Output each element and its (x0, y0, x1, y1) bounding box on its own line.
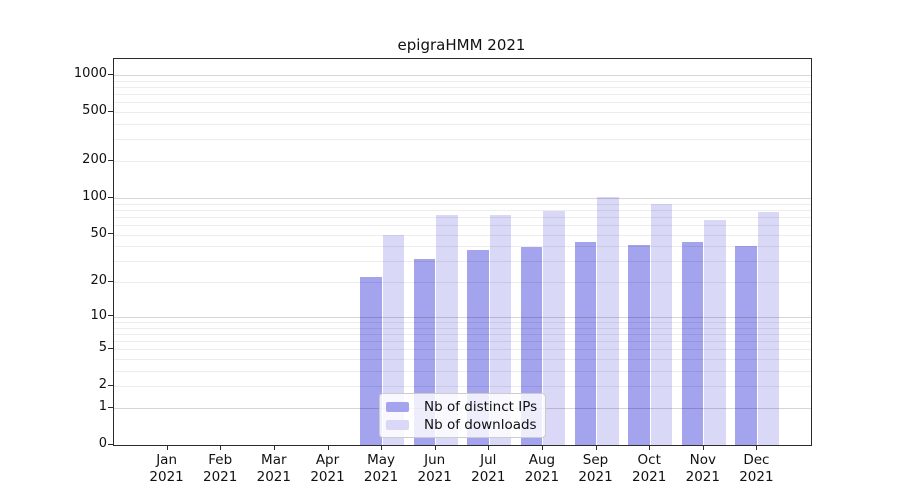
legend-label-downloads: Nb of downloads (424, 416, 537, 433)
x-tick-label-nov: Nov 2021 (685, 452, 720, 485)
x-tick-label-sep: Sep 2021 (578, 452, 613, 485)
legend-entry-downloads: Nb of downloads (386, 416, 537, 433)
gridline-6 (114, 341, 811, 342)
gridline-200 (114, 161, 811, 163)
x-tick-label-dec: Dec 2021 (739, 452, 774, 485)
bar-sep-2021-downloads (597, 197, 619, 445)
bar-nov-2021-downloads (704, 219, 726, 445)
chart-title: epigraHMM 2021 (397, 36, 526, 54)
gridline-9 (114, 321, 811, 323)
x-tick-label-oct: Oct 2021 (632, 452, 667, 485)
gridline-80 (114, 209, 811, 211)
major-gridline-10 (114, 316, 811, 318)
x-tick-label-apr: Apr 2021 (310, 452, 345, 485)
gridline-90 (114, 203, 811, 205)
x-tick-label-may: May 2021 (363, 452, 399, 485)
legend-entry-distinct-ips: Nb of distinct IPs (386, 398, 537, 415)
gridline-900 (114, 80, 811, 82)
gridline-500 (114, 112, 811, 114)
gridline-40 (114, 246, 811, 248)
gridline-70 (114, 216, 811, 218)
gridline-8 (114, 327, 811, 329)
gridline-30 (114, 261, 811, 263)
y-tick-label-1: 1 (98, 399, 107, 415)
y-tick-label-50: 50 (90, 225, 107, 241)
gridline-800 (114, 87, 811, 88)
gridline-7 (114, 333, 811, 335)
gridline-50 (114, 234, 811, 236)
y-tick-label-5: 5 (98, 340, 107, 356)
gridline-2 (114, 386, 811, 388)
x-tick-label-jul: Jul 2021 (471, 452, 506, 485)
gridline-60 (114, 225, 811, 226)
bar-dec-2021-distinct-ips (735, 246, 757, 445)
bar-dec-2021-downloads (757, 211, 780, 445)
bar-oct-2021-distinct-ips (628, 244, 650, 445)
x-tick-label-jun: Jun 2021 (417, 452, 452, 485)
x-tick-label-mar: Mar 2021 (256, 452, 291, 485)
legend: Nb of distinct IPs Nb of downloads (379, 393, 547, 438)
y-tick-label-10: 10 (90, 307, 107, 323)
major-gridline-1000 (114, 75, 811, 76)
gridline-400 (114, 124, 811, 126)
x-tick-label-aug: Aug 2021 (524, 452, 560, 485)
y-tick-label-20: 20 (90, 273, 107, 289)
gridlines-layer (114, 59, 811, 445)
y-tick-label-0: 0 (98, 436, 107, 452)
gridline-20 (114, 282, 811, 284)
bars-layer (114, 59, 811, 445)
y-tick-label-1000: 1000 (73, 66, 107, 81)
major-gridline-100 (114, 198, 811, 199)
gridline-700 (114, 94, 811, 96)
legend-swatch-distinct-ips (386, 401, 409, 412)
y-tick-label-500: 500 (82, 103, 107, 119)
gridline-4 (114, 359, 811, 360)
gridline-300 (114, 139, 811, 141)
y-tick-label-200: 200 (82, 152, 107, 168)
x-tick-label-jan: Jan 2021 (149, 452, 184, 485)
gridline-5 (114, 349, 811, 351)
gridline-600 (114, 102, 811, 104)
legend-label-distinct-ips: Nb of distinct IPs (424, 398, 538, 415)
y-tick-label-100: 100 (82, 189, 107, 204)
bar-oct-2021-downloads (650, 204, 673, 445)
x-tick-label-feb: Feb 2021 (203, 452, 238, 485)
y-tick-label-2: 2 (98, 377, 107, 393)
legend-swatch-downloads (386, 419, 409, 430)
gridline-3 (114, 371, 811, 372)
bar-aug-2021-downloads (543, 210, 565, 445)
bar-sep-2021-distinct-ips (574, 242, 596, 445)
plot-area: Nb of distinct IPs Nb of downloads (113, 58, 812, 446)
bar-nov-2021-distinct-ips (681, 242, 704, 445)
